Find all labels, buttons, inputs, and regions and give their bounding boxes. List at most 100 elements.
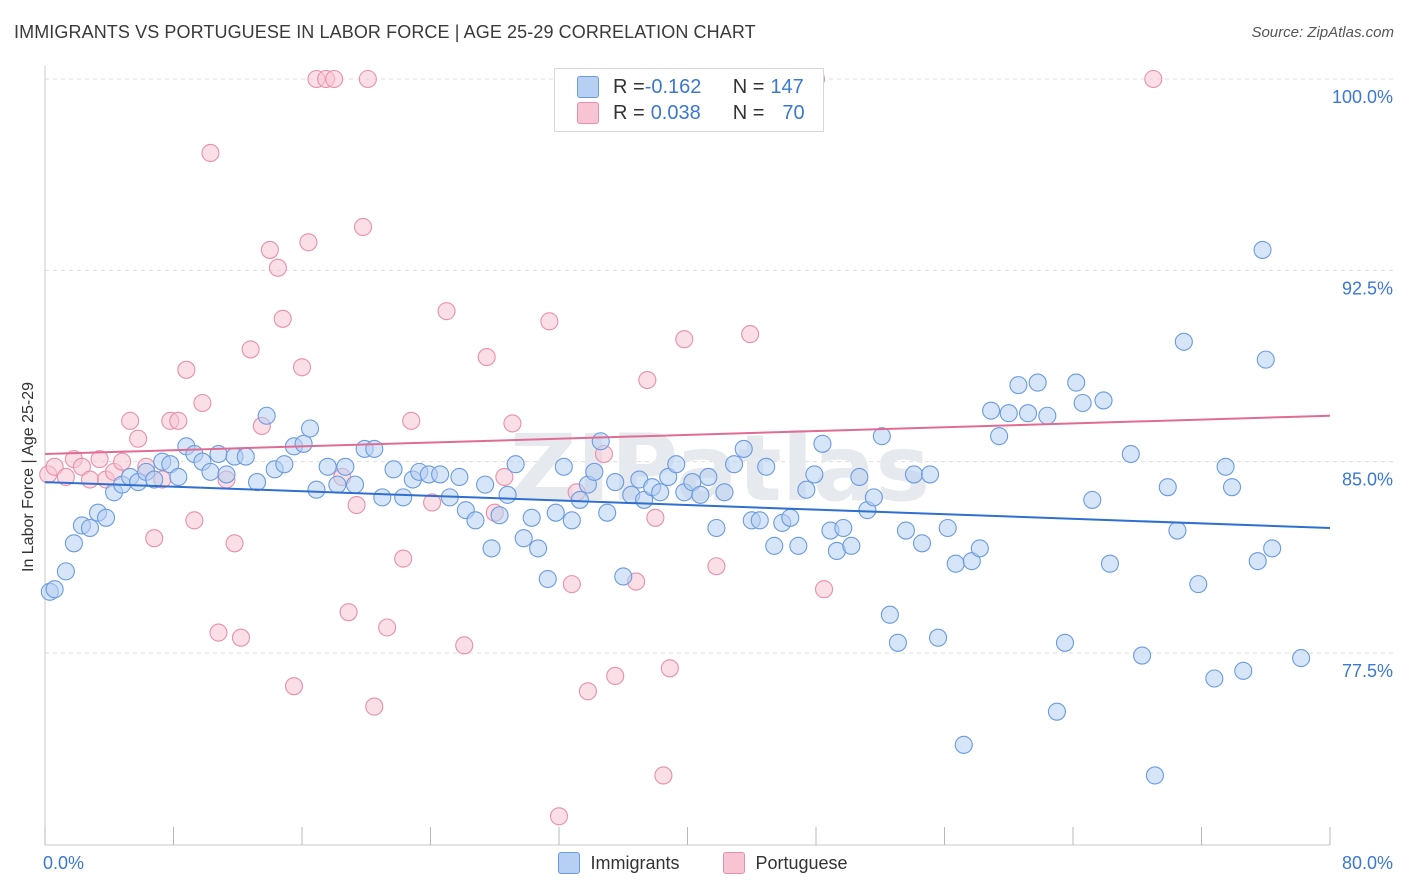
portuguese-point: [225, 534, 244, 553]
immigrants-point: [990, 427, 1009, 446]
immigrants-point: [318, 457, 337, 476]
portuguese-point: [241, 340, 260, 359]
immigrants-point: [522, 508, 541, 527]
immigrants-point: [1145, 766, 1164, 785]
immigrants-point: [954, 735, 973, 754]
immigrants-point: [257, 406, 276, 425]
chart-title: IMMIGRANTS VS PORTUGUESE IN LABOR FORCE …: [14, 22, 756, 42]
immigrants-trend-line: [44, 481, 1331, 529]
immigrants-point: [864, 488, 883, 507]
x-tick-label: 0.0%: [43, 853, 84, 873]
portuguese-point: [284, 677, 304, 696]
immigrants-point: [384, 460, 403, 479]
immigrants-point: [707, 518, 726, 538]
immigrants-points: [40, 240, 1311, 785]
immigrants-point: [570, 490, 589, 509]
portuguese-point: [56, 467, 75, 487]
immigrants-point: [1256, 350, 1275, 369]
immigrants-point: [1067, 373, 1086, 392]
portuguese-point: [675, 330, 694, 349]
portuguese-point: [72, 457, 91, 476]
immigrants-point: [1253, 240, 1272, 259]
immigrants-point: [1292, 649, 1311, 668]
portuguese-point: [201, 143, 220, 163]
portuguese-point: [113, 452, 132, 471]
source-label: Source: ZipAtlas.com: [1251, 24, 1394, 41]
immigrants-point: [482, 539, 501, 558]
immigrants-point: [45, 580, 64, 599]
portuguese-point: [193, 393, 212, 413]
immigrants-point: [888, 633, 907, 652]
immigrants-point: [394, 488, 413, 507]
immigrants-point: [546, 503, 565, 522]
immigrants-point: [506, 455, 525, 474]
portuguese-point: [177, 360, 196, 379]
y-tick-label: 100.0%: [1332, 87, 1393, 107]
immigrants-point: [1028, 373, 1047, 392]
portuguese-point: [260, 240, 279, 259]
immigrants-point: [64, 534, 83, 553]
portuguese-point: [638, 370, 657, 390]
immigrants-point: [490, 506, 509, 525]
portuguese-point: [358, 69, 377, 89]
immigrants-point: [450, 467, 469, 487]
immigrants-point: [562, 511, 581, 530]
portuguese-point: [1144, 69, 1163, 89]
immigrants-point: [659, 467, 678, 487]
portuguese-point: [378, 618, 397, 637]
immigrants-point: [999, 404, 1018, 423]
portuguese-trend-line: [44, 414, 1331, 456]
portuguese-point: [540, 312, 559, 331]
immigrants-point: [307, 480, 326, 499]
legend-item-immigrants: Immigrants: [558, 852, 679, 874]
immigrants-point: [1055, 633, 1075, 652]
immigrants-point: [554, 457, 573, 476]
immigrants-point: [1168, 521, 1187, 540]
portuguese-point: [292, 358, 312, 377]
portuguese-point: [169, 411, 188, 430]
immigrants-point: [842, 536, 861, 555]
portuguese-point: [707, 557, 726, 576]
immigrants-point: [683, 473, 702, 492]
immigrants-point: [294, 434, 313, 453]
portuguese-point: [455, 636, 474, 655]
immigrants-point: [896, 521, 916, 540]
immigrants-point: [1009, 376, 1028, 395]
immigrants-point: [466, 511, 485, 530]
portuguese-point: [365, 697, 384, 716]
portuguese-point: [209, 623, 228, 642]
immigrants-point: [691, 485, 710, 504]
immigrants-point: [920, 465, 940, 484]
immigrants-point: [781, 508, 800, 527]
portuguese-point: [423, 493, 442, 512]
immigrants-point: [750, 511, 769, 530]
portuguese-point: [646, 508, 665, 527]
y-tick-label: 85.0%: [1342, 470, 1393, 490]
immigrants-point: [715, 483, 734, 502]
legend-r-value: 0.038: [650, 101, 701, 124]
trend-lines: [44, 414, 1331, 529]
immigrants-point: [789, 536, 808, 555]
portuguese-point: [299, 233, 318, 252]
immigrants-point: [765, 536, 784, 555]
portuguese-point: [578, 682, 597, 701]
portuguese-point: [654, 766, 673, 785]
series-legend: Immigrants Portuguese: [0, 852, 1406, 874]
legend-n-label: N =: [732, 101, 765, 124]
legend-r-label: R =: [613, 101, 645, 124]
immigrants-point: [201, 462, 220, 481]
axes: [44, 66, 1331, 846]
immigrants-point: [757, 457, 776, 476]
immigrants-point: [1248, 552, 1267, 571]
immigrants-point: [1133, 646, 1152, 665]
immigrants-point: [946, 554, 965, 573]
legend-row-immigrants: R = -0.162 N = 147: [577, 74, 804, 100]
immigrants-point: [606, 473, 625, 492]
legend-row-portuguese: R = 0.038 N = 70: [577, 100, 805, 126]
y-tick-label: 77.5%: [1342, 661, 1393, 681]
legend-label-immigrants: Immigrants: [590, 852, 680, 873]
legend-n-value: 70: [782, 101, 805, 124]
immigrants-point: [1094, 391, 1113, 410]
portuguese-point: [562, 575, 581, 594]
portuguese-point: [437, 302, 456, 321]
